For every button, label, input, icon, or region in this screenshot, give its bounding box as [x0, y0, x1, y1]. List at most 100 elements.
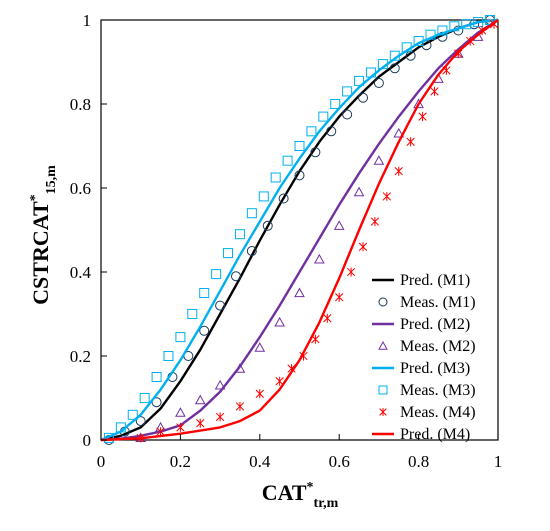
legend-swatch-star	[379, 408, 387, 416]
series-line	[100, 18, 499, 442]
y-axis-title-sup: *	[28, 194, 43, 201]
y-axis-title-main: CSTRCAT	[28, 201, 53, 305]
data-point-star	[430, 86, 439, 96]
data-point-circle	[294, 170, 305, 181]
plot-frame	[100, 19, 499, 441]
legend-swatch-circle	[378, 297, 388, 307]
data-point-square	[103, 432, 114, 443]
data-point-circle	[199, 325, 210, 336]
data-point-star	[370, 217, 380, 227]
data-point-circle	[278, 193, 289, 204]
data-point-square	[223, 248, 234, 259]
legend-label: Pred. (M3)	[400, 360, 470, 377]
legend-item: Pred. (M2)	[372, 316, 470, 333]
data-point-star	[323, 313, 332, 323]
data-point-square	[127, 409, 138, 420]
legend-item: Meas. (M3)	[378, 382, 476, 399]
legend-item: Meas. (M1)	[378, 294, 476, 311]
data-point-triangle	[234, 363, 246, 373]
legend-label: Pred. (M2)	[400, 316, 470, 333]
data-point-circle	[246, 246, 257, 256]
data-point-square	[389, 50, 400, 61]
legend-item: Meas. (M2)	[378, 338, 476, 355]
data-point-triangle	[294, 287, 305, 298]
data-point-square	[246, 208, 257, 219]
data-point-circle	[342, 109, 353, 120]
series-1	[100, 18, 499, 442]
data-point-circle	[310, 147, 321, 158]
data-point-square	[258, 191, 269, 202]
data-point-square	[437, 25, 448, 36]
data-point-square	[365, 67, 376, 78]
data-point-triangle	[175, 407, 186, 417]
x-tick-label: 1	[494, 452, 503, 471]
data-point-square	[413, 36, 424, 46]
y-axis-title-sub: 15,m	[44, 165, 59, 195]
data-point-star	[394, 166, 403, 176]
data-point-circle	[215, 300, 226, 311]
data-point-triangle	[373, 155, 385, 165]
x-axis-title-sup: *	[307, 480, 314, 495]
data-point-circle	[326, 126, 337, 137]
x-axis-title-main: CAT	[262, 480, 307, 505]
data-point-square	[449, 21, 460, 32]
data-point-square	[211, 269, 222, 280]
data-point-circle	[389, 63, 400, 74]
data-point-square	[377, 59, 388, 70]
series-line	[100, 19, 499, 442]
data-point-triangle	[274, 316, 285, 327]
data-point-square	[199, 288, 210, 298]
data-point-square	[401, 42, 412, 53]
data-point-square	[115, 422, 126, 433]
data-point-square	[294, 141, 305, 151]
data-point-square	[234, 229, 245, 240]
data-point-square	[282, 155, 293, 166]
data-point-triangle	[393, 127, 405, 138]
data-point-star	[255, 389, 264, 399]
legend-swatch-triangle	[378, 340, 388, 350]
series-5	[100, 18, 499, 442]
series-line	[100, 18, 499, 442]
data-point-square	[151, 372, 162, 382]
data-point-star	[406, 137, 415, 147]
data-point-star	[215, 412, 225, 422]
data-point-triangle	[413, 98, 424, 109]
legend-item: Meas. (M4)	[379, 404, 476, 421]
plot-area: 0 0.2 0.4 0.6 0.8 1 0 0.2 0.4 0.6 0.8 1	[70, 11, 503, 471]
legend-item: Pred. (M1)	[372, 272, 470, 289]
y-ticks: 0 0.2 0.4 0.6 0.8 1	[70, 11, 107, 450]
legend-label: Pred. (M4)	[400, 426, 470, 443]
data-point-square	[330, 99, 341, 109]
legend-label: Meas. (M3)	[400, 382, 476, 399]
data-point-circle	[405, 50, 416, 61]
x-axis-title: CAT*tr,m	[262, 480, 339, 511]
legend-item: Pred. (M3)	[372, 360, 470, 377]
y-tick-label: 0.6	[70, 179, 91, 198]
data-point-star	[382, 191, 392, 201]
series-6	[103, 15, 496, 443]
series-4	[135, 31, 484, 442]
data-point-circle	[358, 92, 369, 103]
data-point-square	[175, 332, 186, 343]
data-point-circle	[373, 78, 384, 88]
y-axis-title: CSTRCAT*15,m	[28, 165, 59, 305]
series-3	[100, 18, 499, 442]
data-point-circle	[230, 271, 241, 282]
data-point-star	[176, 422, 185, 432]
legend-label: Meas. (M1)	[400, 294, 476, 311]
y-tick-label: 1	[83, 11, 92, 30]
data-point-square	[187, 309, 198, 319]
data-point-star	[156, 427, 165, 437]
x-tick-label: 0.6	[329, 452, 350, 471]
x-tick-label: 0.4	[249, 452, 271, 471]
series-layer	[100, 15, 499, 445]
data-point-star	[346, 267, 356, 277]
legend-label: Meas. (M4)	[400, 404, 476, 421]
data-point-star	[235, 401, 245, 411]
series-8	[100, 19, 499, 442]
data-point-star	[196, 418, 205, 428]
data-point-circle	[262, 220, 273, 231]
data-point-star	[335, 292, 344, 302]
legend-swatch-square	[378, 385, 388, 395]
data-point-square	[318, 111, 329, 122]
